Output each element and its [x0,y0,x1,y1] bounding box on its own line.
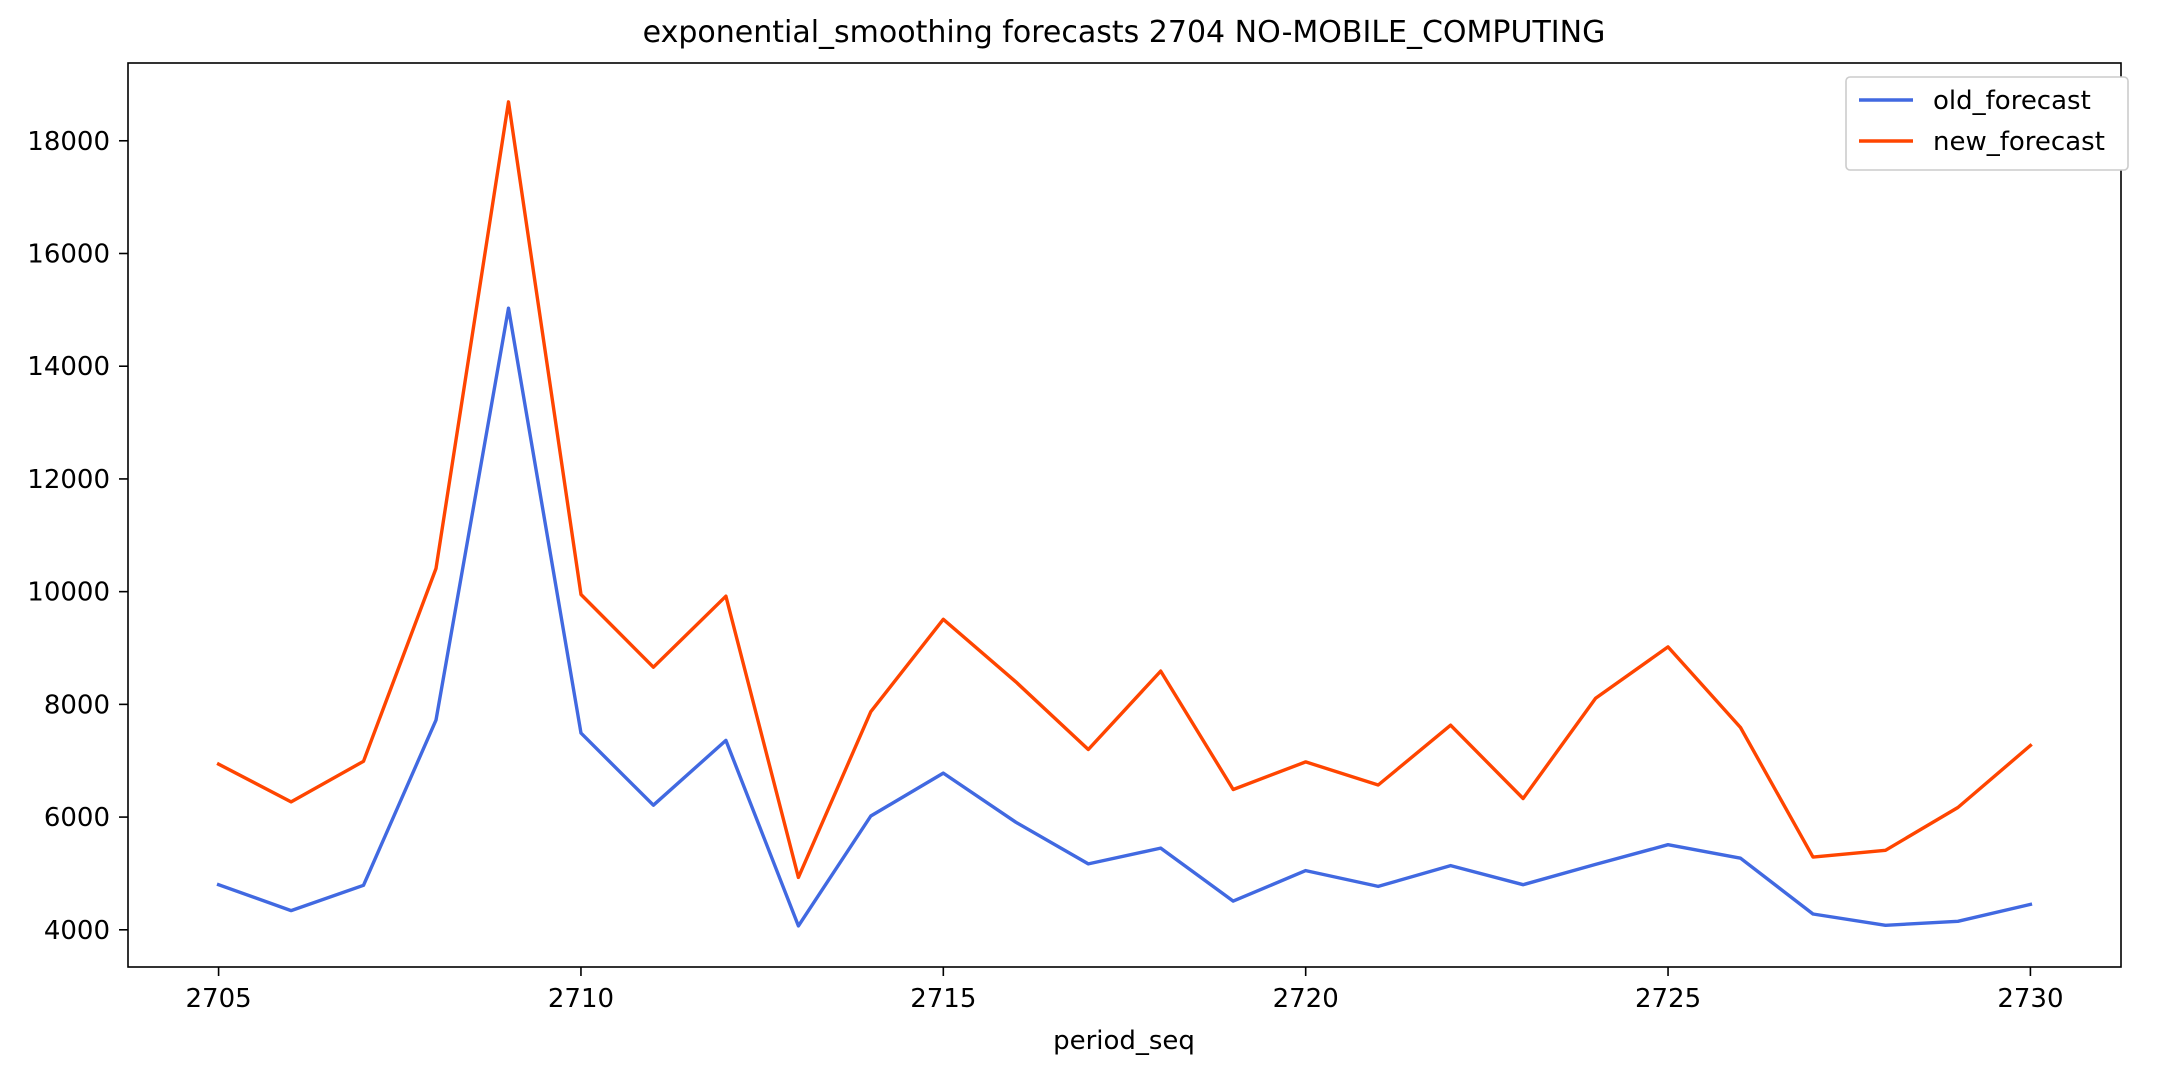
chart-title: exponential_smoothing forecasts 2704 NO-… [643,15,1606,50]
y-tick-label: 10000 [27,578,110,608]
y-tick-label: 16000 [27,239,110,269]
legend-box [1845,76,2129,171]
y-tick-label: 8000 [44,690,110,720]
series-line-new-forecast [216,100,2033,880]
x-tick-label: 2730 [1997,984,2063,1014]
plot-area [127,62,2122,968]
x-axis: 2705 2710 2715 2720 2725 2730 [186,967,2063,1014]
y-tick-label: 14000 [27,352,110,382]
y-tick-label: 12000 [27,465,110,495]
x-tick-label: 2705 [186,984,252,1014]
series-line-old-forecast [216,306,2033,928]
y-axis: 4000 6000 8000 10000 12000 14000 16000 18000 [27,127,128,946]
x-tick-label: 2715 [910,984,976,1014]
y-tick-label: 6000 [44,803,110,833]
x-tick-label: 2725 [1635,984,1701,1014]
legend-label-old-forecast: old_forecast [1933,86,2091,116]
x-axis-label: period_seq [1053,1026,1195,1056]
y-tick-label: 18000 [27,127,110,157]
legend: old_forecast new_forecast [1845,76,2129,171]
legend-label-new-forecast: new_forecast [1933,127,2105,157]
y-tick-label: 4000 [44,916,110,946]
series-lines [216,100,2033,928]
x-tick-label: 2710 [548,984,614,1014]
x-tick-label: 2720 [1273,984,1339,1014]
